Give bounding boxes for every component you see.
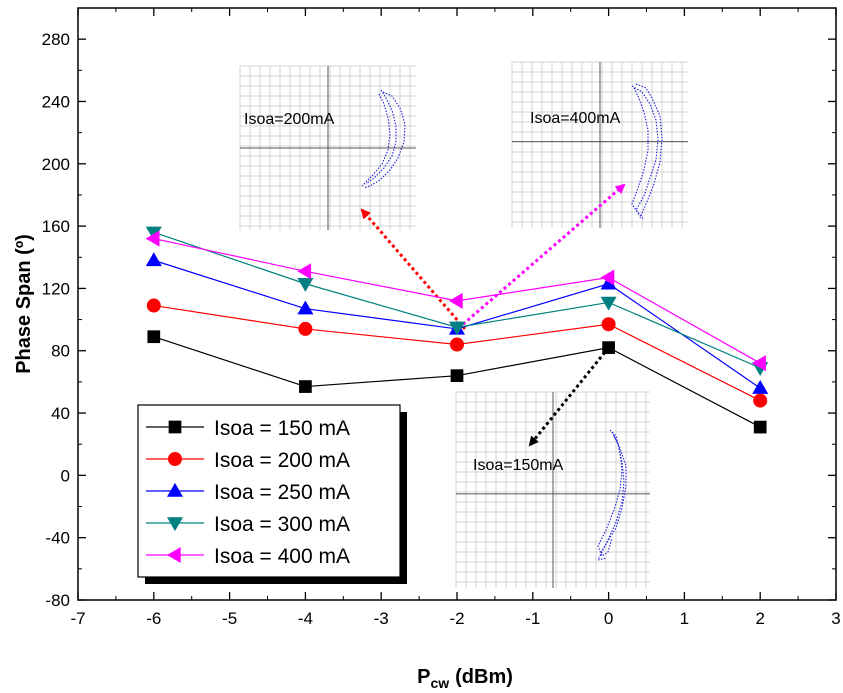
x-tick-label: -2: [449, 609, 464, 628]
phase-trace: [631, 87, 649, 217]
data-point: [753, 420, 767, 434]
x-tick-label: -6: [146, 609, 161, 628]
data-point: [299, 380, 312, 393]
data-point: [601, 317, 616, 332]
phase-trace: [635, 83, 663, 219]
data-point: [600, 296, 617, 311]
y-tick-label: 160: [42, 217, 70, 236]
inset-1: Isoa=200mA: [239, 65, 416, 230]
y-tick-label: -40: [45, 529, 70, 548]
x-tick-label: -5: [222, 609, 237, 628]
inset-label: Isoa=400mA: [530, 110, 621, 127]
data-point: [297, 300, 314, 315]
x-tick-label: 0: [604, 609, 613, 628]
data-point: [450, 337, 464, 352]
data-point: [297, 263, 312, 280]
y-tick-label: 0: [61, 466, 70, 485]
x-tick-label: -4: [298, 609, 313, 628]
data-point: [145, 230, 160, 247]
y-tick-label: 80: [51, 342, 70, 361]
phase-trace: [596, 431, 625, 561]
legend-marker: [166, 546, 181, 564]
legend-marker: [168, 452, 182, 466]
data-point: [753, 393, 768, 408]
axis-ticks: -7 -6 -5 -4 -3 -2 -1 0 1 2 3 -80 -40 0 40 80 120 160 200 24…: [42, 7, 841, 628]
series-isoa-200-ma: [146, 298, 768, 408]
data-point: [147, 330, 161, 344]
inset-3: Isoa=150mA: [455, 391, 650, 588]
y-axis-label: Phase Span (º): [13, 234, 35, 374]
y-tick-label: 240: [42, 92, 70, 111]
legend-entry: Isoa = 300 mA: [146, 513, 350, 536]
legend-label: Isoa = 400 mA: [214, 545, 350, 568]
data-point: [752, 379, 769, 394]
inset-2: Isoa=400mA: [511, 61, 688, 228]
x-tick-label: 1: [680, 609, 689, 628]
data-point: [448, 292, 463, 309]
y-tick-label: 40: [51, 404, 70, 423]
legend-entry: Isoa = 200 mA: [146, 449, 350, 472]
data-point: [146, 298, 161, 313]
data-point: [298, 321, 313, 336]
inset-pointer-arrow: [528, 346, 610, 447]
phase-trace: [599, 435, 627, 555]
legend-marker: [168, 420, 182, 434]
series-isoa-400-ma: [145, 230, 766, 372]
y-tick-label: 120: [42, 279, 70, 298]
legend-entry: Isoa = 400 mA: [146, 545, 350, 568]
x-tick-label: -7: [70, 609, 85, 628]
inset-label: Isoa=200mA: [244, 111, 335, 128]
data-point: [448, 321, 466, 336]
data-point: [297, 278, 314, 292]
data-point: [602, 341, 615, 354]
legend-label: Isoa = 300 mA: [214, 513, 350, 536]
legend-label: Isoa = 200 mA: [214, 449, 350, 472]
data-point: [600, 269, 615, 286]
x-axis-label-main: P: [417, 666, 430, 688]
x-axis-label: Pcw (dBm): [417, 666, 513, 691]
legend-marker: [166, 482, 184, 497]
x-tick-label: -3: [374, 609, 389, 628]
x-tick-label: -1: [525, 609, 540, 628]
legend-entry: Isoa = 150 mA: [146, 417, 350, 440]
y-tick-label: 280: [42, 30, 70, 49]
data-point: [752, 355, 766, 372]
x-axis-label-unit: (dBm): [455, 666, 513, 688]
legend-label: Isoa = 250 mA: [214, 481, 350, 504]
x-axis-label-subscript: cw: [430, 675, 449, 691]
phase-trace: [365, 89, 397, 185]
inset-pointer-arrow: [360, 208, 467, 330]
legend-marker: [166, 517, 184, 532]
series-layer: [145, 226, 769, 434]
y-tick-label: 200: [42, 155, 70, 174]
series-isoa-150-ma: [147, 330, 767, 434]
phase-trace: [631, 85, 659, 221]
legend: Isoa = 150 mA Isoa = 200 mA Isoa = 250 mA I…: [137, 404, 407, 584]
inset-label: Isoa=150mA: [473, 457, 564, 474]
data-point: [145, 252, 162, 267]
x-tick-label: 3: [831, 609, 840, 628]
x-tick-label: 2: [755, 609, 764, 628]
data-point: [450, 369, 464, 383]
inset-layer: Isoa=200mA Isoa=400mA Isoa=150mA: [239, 61, 688, 588]
legend-entry: Isoa = 250 mA: [146, 481, 350, 504]
inset-arrows: [360, 183, 626, 447]
legend-label: Isoa = 150 mA: [214, 417, 350, 440]
y-tick-label: -80: [45, 591, 70, 610]
